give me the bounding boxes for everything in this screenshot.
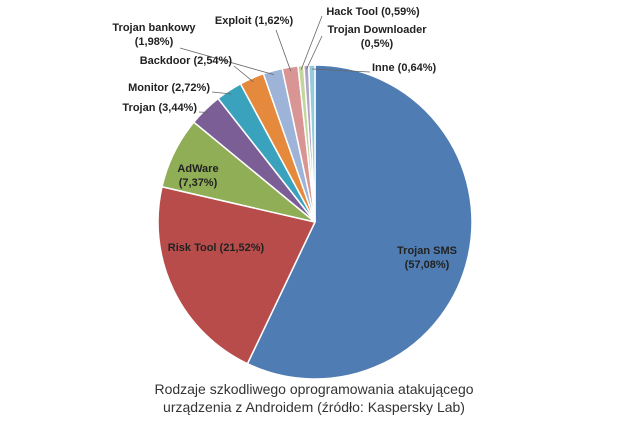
slice-label-trojan: Trojan (3,44%): [122, 102, 197, 114]
leader-line-trojan: [198, 111, 209, 113]
pie-slices: [157, 64, 473, 380]
leader-line-backdoor: [233, 65, 254, 83]
slice-label-line: Hack Tool (0,59%): [326, 6, 420, 18]
slice-label-line: Inne (0,64%): [372, 62, 437, 74]
slice-label-exploit: Exploit (1,62%): [215, 15, 294, 27]
slice-label-backdoor: Backdoor (2,54%): [140, 55, 233, 67]
slice-label-line: Backdoor (2,54%): [140, 55, 233, 67]
slice-label-trojan-downloader: Trojan Downloader (0,5%): [327, 24, 427, 50]
slice-label-line: AdWare: [177, 163, 218, 175]
slice-label-monitor: Monitor (2,72%): [128, 82, 210, 94]
leader-line-trojan-downloader: [306, 35, 323, 70]
slice-label-line: Exploit (1,62%): [215, 15, 294, 27]
caption-line-2: urządzenia z Androidem (źródło: Kaspersk…: [163, 399, 465, 415]
leader-line-hack-tool: [300, 15, 323, 70]
leader-line-trojan-bankowy: [179, 47, 274, 76]
leader-line-monitor: [211, 91, 232, 95]
slice-label-risk-tool: Risk Tool (21,52%): [168, 242, 265, 254]
pie-slice-risk-tool: [157, 185, 317, 365]
leader-lines: [179, 15, 371, 113]
slice-label-line: (0,5%): [361, 38, 394, 50]
slice-label-line: Risk Tool (21,52%): [168, 242, 265, 254]
slice-label-line: Trojan Downloader: [327, 24, 427, 36]
slice-label-line: (57,08%): [405, 259, 450, 271]
slice-label-line: Trojan (3,44%): [122, 102, 197, 114]
leader-line-inne: [311, 68, 371, 73]
slice-label-inne: Inne (0,64%): [372, 62, 437, 74]
slice-label-trojan-bankowy: Trojan bankowy (1,98%): [112, 22, 196, 48]
slice-labels: Trojan SMS (57,08%) Risk Tool (21,52%) AdWa…: [112, 6, 457, 271]
slice-label-line: Trojan bankowy: [112, 22, 196, 34]
chart-caption: Rodzaje szkodliwego oprogramowania ataku…: [0, 380, 628, 416]
slice-label-line: (7,37%): [179, 177, 218, 189]
slice-label-hack-tool: Hack Tool (0,59%): [326, 6, 420, 18]
slice-label-line: Monitor (2,72%): [128, 82, 210, 94]
pie-slice-trojan-sms: [246, 64, 473, 380]
leader-line-exploit: [275, 29, 292, 72]
caption-line-1: Rodzaje szkodliwego oprogramowania ataku…: [154, 381, 474, 397]
slice-label-line: Trojan SMS: [397, 245, 457, 257]
slice-label-line: (1,98%): [135, 36, 174, 48]
slice-label-adware: AdWare (7,37%): [177, 163, 218, 189]
slice-label-trojan-sms: Trojan SMS (57,08%): [397, 245, 457, 271]
